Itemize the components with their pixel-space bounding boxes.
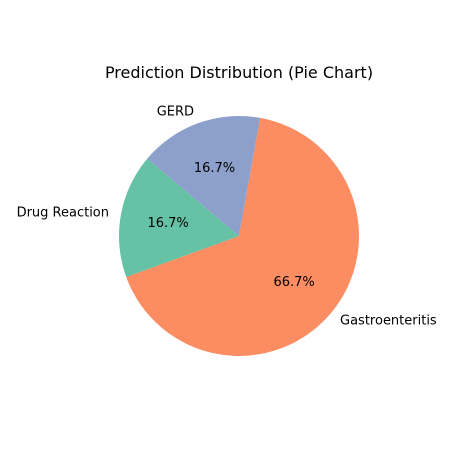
- category-label-drug-reaction: Drug Reaction: [17, 206, 109, 221]
- pie-slice-gerd: [147, 116, 261, 236]
- category-label-gastroenteritis: Gastroenteritis: [340, 313, 437, 328]
- percent-label-gastroenteritis: 66.7%: [273, 275, 314, 290]
- pie-labels: 66.7% Gastroenteritis 16.7% GERD 16.7% Drug R…: [17, 104, 437, 328]
- pie-slice-gastroenteritis: [126, 117, 359, 356]
- chart-title: Prediction Distribution (Pie Chart): [105, 63, 373, 82]
- percent-label-drug-reaction: 16.7%: [147, 216, 188, 231]
- category-label-gerd: GERD: [157, 104, 194, 119]
- pie-slices: [118, 116, 359, 356]
- pie-slice-drug-reaction: [118, 158, 239, 278]
- percent-label-gerd: 16.7%: [194, 161, 235, 176]
